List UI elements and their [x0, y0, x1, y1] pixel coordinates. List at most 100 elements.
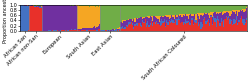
Bar: [114, 29, 116, 30]
Bar: [78, 30, 79, 31]
Bar: [80, 6, 81, 29]
Bar: [95, 7, 96, 28]
Bar: [166, 15, 168, 17]
Bar: [246, 7, 247, 8]
Bar: [189, 21, 190, 25]
Bar: [92, 6, 94, 27]
Bar: [67, 5, 68, 30]
Bar: [122, 23, 123, 26]
Bar: [142, 5, 143, 17]
Bar: [216, 19, 217, 27]
Bar: [151, 21, 152, 31]
Bar: [66, 5, 67, 30]
Bar: [57, 30, 58, 31]
Bar: [98, 26, 99, 29]
Bar: [174, 15, 175, 19]
Bar: [245, 11, 246, 22]
Bar: [188, 19, 189, 21]
Bar: [123, 20, 124, 21]
Bar: [233, 12, 234, 19]
Bar: [154, 5, 155, 16]
Bar: [227, 17, 228, 20]
Bar: [208, 19, 209, 20]
Bar: [196, 14, 198, 19]
Bar: [146, 23, 147, 27]
Bar: [127, 20, 128, 25]
Bar: [113, 29, 114, 31]
Bar: [188, 22, 189, 31]
Bar: [237, 25, 238, 31]
Bar: [234, 14, 236, 20]
Bar: [114, 5, 116, 29]
Bar: [118, 5, 119, 28]
Bar: [230, 24, 231, 31]
Bar: [76, 30, 78, 31]
Bar: [80, 5, 81, 6]
Bar: [123, 5, 124, 20]
Bar: [43, 5, 44, 31]
Bar: [26, 6, 27, 31]
Bar: [50, 5, 51, 30]
Bar: [165, 5, 166, 15]
Bar: [84, 28, 85, 30]
Bar: [166, 5, 168, 15]
Bar: [120, 5, 122, 22]
Bar: [228, 16, 230, 18]
Bar: [230, 5, 231, 11]
Bar: [202, 17, 203, 24]
Y-axis label: Proportion ancestry: Proportion ancestry: [3, 0, 8, 43]
Bar: [74, 5, 75, 29]
Bar: [27, 6, 28, 31]
Bar: [170, 5, 171, 15]
Bar: [90, 5, 91, 6]
Bar: [223, 20, 224, 27]
Bar: [169, 5, 170, 15]
Bar: [54, 30, 56, 31]
Bar: [199, 19, 200, 24]
Bar: [29, 6, 30, 31]
Bar: [75, 5, 76, 29]
Bar: [92, 5, 94, 6]
Bar: [96, 5, 98, 6]
Bar: [147, 16, 148, 17]
Bar: [210, 12, 212, 15]
Bar: [213, 12, 214, 13]
Bar: [143, 5, 144, 17]
Bar: [124, 20, 126, 21]
Bar: [160, 21, 161, 26]
Bar: [126, 25, 127, 26]
Bar: [238, 20, 240, 22]
Bar: [144, 5, 146, 17]
Bar: [147, 25, 148, 31]
Bar: [214, 5, 216, 12]
Bar: [171, 22, 172, 31]
Bar: [245, 9, 246, 11]
Bar: [182, 15, 184, 22]
Bar: [179, 20, 180, 31]
Bar: [236, 10, 237, 11]
Bar: [84, 30, 85, 31]
Bar: [90, 6, 91, 28]
Bar: [41, 8, 42, 31]
Bar: [94, 26, 95, 30]
Bar: [91, 28, 92, 30]
Bar: [86, 5, 88, 6]
Bar: [210, 15, 212, 16]
Bar: [148, 5, 150, 16]
Bar: [91, 6, 92, 28]
Bar: [142, 19, 143, 20]
Bar: [78, 5, 79, 29]
Bar: [143, 17, 144, 18]
Bar: [79, 30, 80, 31]
Bar: [129, 24, 131, 31]
Bar: [127, 25, 128, 27]
Bar: [132, 23, 133, 25]
Bar: [242, 10, 244, 19]
Bar: [176, 5, 178, 15]
Bar: [41, 7, 42, 8]
Bar: [222, 12, 223, 15]
Bar: [212, 17, 213, 24]
Bar: [242, 23, 244, 31]
Bar: [84, 6, 85, 28]
Bar: [85, 28, 86, 30]
